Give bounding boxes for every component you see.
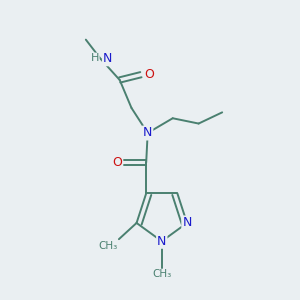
Text: N: N	[182, 217, 192, 230]
Text: N: N	[103, 52, 112, 65]
Text: CH₃: CH₃	[98, 241, 117, 250]
Text: H: H	[91, 53, 99, 63]
Text: N: N	[157, 235, 167, 248]
Text: O: O	[112, 156, 122, 169]
Text: N: N	[143, 127, 152, 140]
Text: O: O	[144, 68, 154, 81]
Text: CH₃: CH₃	[152, 269, 171, 279]
